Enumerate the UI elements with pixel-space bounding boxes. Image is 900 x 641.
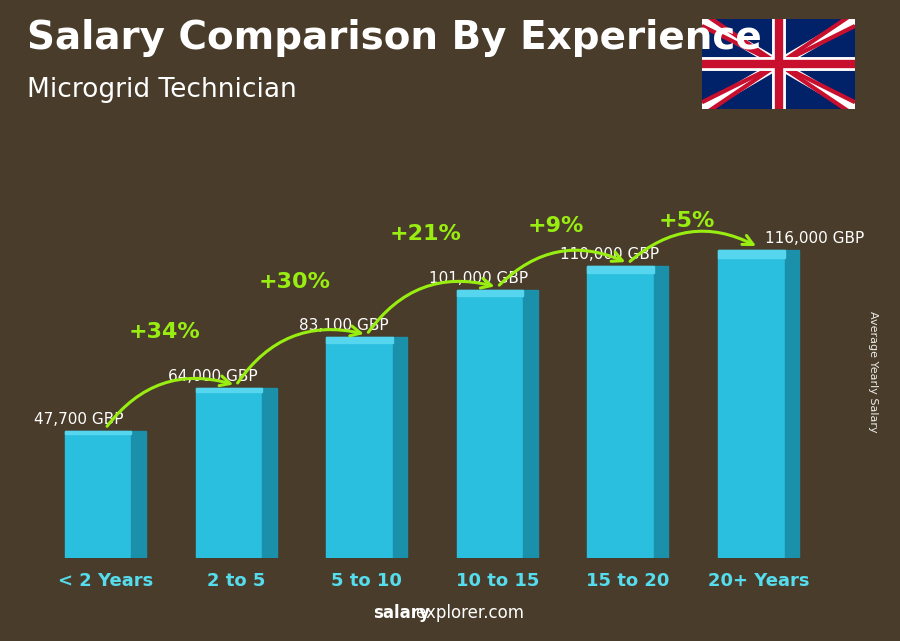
Text: 83,100 GBP: 83,100 GBP	[299, 319, 389, 333]
Bar	[588, 266, 654, 558]
Bar	[65, 431, 131, 435]
Bar	[718, 250, 785, 558]
Bar	[588, 266, 654, 273]
Bar	[718, 250, 785, 258]
Bar	[392, 337, 407, 558]
Bar	[326, 337, 392, 343]
Text: 101,000 GBP: 101,000 GBP	[429, 271, 528, 286]
Text: +5%: +5%	[659, 211, 715, 231]
Text: 116,000 GBP: 116,000 GBP	[765, 231, 864, 246]
Text: +21%: +21%	[390, 224, 462, 244]
Text: +9%: +9%	[528, 216, 584, 236]
Text: salary: salary	[374, 604, 430, 622]
Text: +34%: +34%	[129, 322, 200, 342]
Text: Microgrid Technician: Microgrid Technician	[27, 77, 297, 103]
Bar	[654, 266, 669, 558]
Bar	[262, 388, 276, 558]
Bar	[195, 388, 262, 558]
Bar	[785, 250, 799, 558]
Bar	[523, 290, 538, 558]
Bar	[65, 431, 131, 558]
Bar	[195, 388, 262, 392]
Text: explorer.com: explorer.com	[374, 604, 524, 622]
Text: 64,000 GBP: 64,000 GBP	[168, 369, 257, 384]
Text: +30%: +30%	[259, 272, 331, 292]
Bar	[457, 290, 523, 558]
Bar	[326, 337, 392, 558]
Text: Average Yearly Salary: Average Yearly Salary	[868, 311, 878, 433]
Text: 47,700 GBP: 47,700 GBP	[33, 412, 123, 428]
Bar	[457, 290, 523, 297]
Bar	[131, 431, 146, 558]
Text: Salary Comparison By Experience: Salary Comparison By Experience	[27, 19, 761, 57]
Text: 110,000 GBP: 110,000 GBP	[560, 247, 659, 262]
